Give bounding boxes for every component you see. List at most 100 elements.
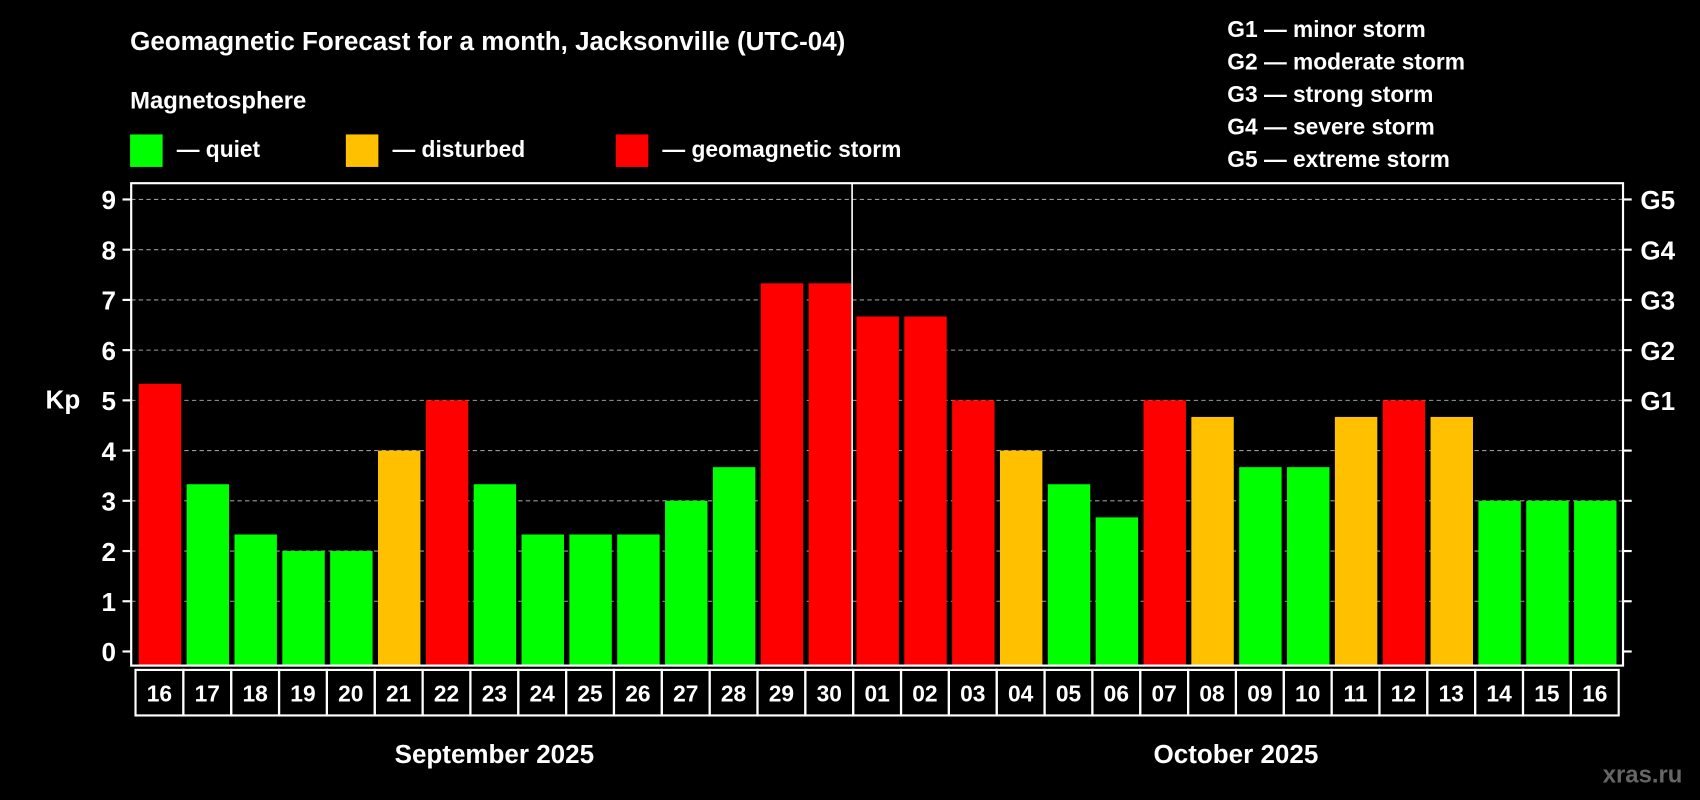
x-tick-label: 04 [1008,680,1034,706]
bar-quiet [1239,467,1282,666]
x-tick-label: 20 [338,680,363,706]
storm-scale-item: G2 — moderate storm [1227,48,1465,74]
y-tick-label: 8 [102,235,116,265]
bar-storm [952,400,995,666]
plot-frame [130,182,1625,667]
storm-scale-item: G5 — extreme storm [1227,146,1450,172]
bar-storm [1382,400,1426,666]
legend-label-disturbed: — disturbed [392,136,525,162]
g-level-label: G1 [1640,386,1675,416]
bar-disturbed [999,450,1043,666]
x-tick-label: 09 [1247,680,1272,706]
bar-disturbed [377,450,421,666]
y-tick-label: 4 [102,436,117,466]
legend-swatch-quiet [130,134,163,167]
legend-swatch-disturbed [345,134,379,167]
bar-quiet [330,551,373,666]
month-label: October 2025 [1154,739,1319,769]
bar-quiet [1287,467,1330,666]
bar-quiet [282,551,325,666]
y-tick-label: 2 [102,537,116,567]
x-tick-label: 25 [577,680,603,706]
bar-quiet [473,484,517,666]
bar-quiet [186,484,230,666]
month-label: September 2025 [395,739,594,769]
x-tick-label: 16 [1582,680,1607,706]
bar-quiet [569,534,612,666]
bar-quiet [617,534,660,666]
x-tick-label: 15 [1534,680,1560,706]
g-level-label: G4 [1640,235,1675,265]
x-tick-label: 03 [960,680,985,706]
y-tick-label: 1 [102,587,116,617]
bar-quiet [521,534,564,666]
x-tick-label: 11 [1344,680,1368,706]
bar-storm [856,316,899,666]
chart-title: Geomagnetic Forecast for a month, Jackso… [130,26,845,56]
y-tick-label: 5 [102,386,116,416]
y-tick-label: 9 [102,185,116,215]
storm-scale-legend: G1 — minor storm G2 — moderate storm G3 — … [1227,16,1465,172]
x-tick-label: 22 [434,680,459,706]
bar-quiet [1095,517,1139,666]
bar-storm [425,400,469,666]
x-tick-label: 23 [482,680,507,706]
x-tick-label: 14 [1486,680,1512,706]
y-tick-label: 6 [102,336,116,366]
g-level-label: G3 [1640,286,1675,316]
x-tick-label: 13 [1439,680,1464,706]
bar-disturbed [1334,416,1378,666]
bar-quiet [712,467,756,666]
bar-storm [1143,400,1186,666]
x-tick-label: 30 [817,680,842,706]
bar-quiet [1526,500,1569,666]
day-cell [1569,668,1620,717]
x-tick-label: 10 [1295,680,1320,706]
x-tick-label: 12 [1391,680,1416,706]
y-tick-label: 3 [102,487,116,517]
bar-storm [904,316,947,666]
x-tick-label: 16 [147,680,172,706]
legend-title: Magnetosphere [130,87,306,114]
x-tick-label: 06 [1104,680,1129,706]
x-tick-label: 07 [1152,680,1177,706]
x-tick-label: 18 [242,680,267,706]
x-tick-label: 28 [721,680,746,706]
bar-quiet [1478,500,1521,666]
storm-scale-item: G1 — minor storm [1227,16,1425,42]
x-tick-label: 17 [195,680,220,706]
legend-label-storm: — geomagnetic storm [662,136,901,162]
bar-quiet [234,534,277,666]
bar-storm [808,283,852,666]
bar-quiet [1047,484,1091,666]
x-tick-label: 24 [530,680,556,706]
x-tick-label: 19 [290,680,315,706]
legend-swatch-storm [615,134,649,167]
bar-quiet [1574,500,1617,666]
g-level-label: G5 [1640,185,1675,215]
legend: — quiet — disturbed — geomagnetic storm [130,134,901,167]
x-tick-label: 05 [1056,680,1082,706]
legend-label-quiet: — quiet [177,136,261,162]
x-tick-label: 21 [386,680,412,706]
x-tick-label: 01 [864,680,890,706]
y-axis-label: Kp [46,385,81,415]
x-tick-label: 29 [769,680,794,706]
bar-disturbed [1430,416,1473,666]
g-level-label: G2 [1640,336,1675,366]
x-tick-label: 26 [625,680,650,706]
bar-storm [760,283,804,666]
bar-storm [138,383,182,666]
watermark: xras.ru [1603,762,1683,789]
x-tick-label: 08 [1199,680,1224,706]
y-tick-label: 0 [102,637,116,667]
storm-scale-item: G3 — strong storm [1227,81,1433,107]
x-tick-label: 02 [912,680,937,706]
x-tick-label: 27 [673,680,698,706]
bar-quiet [665,500,708,666]
bar-disturbed [1191,416,1234,666]
y-tick-label: 7 [102,286,116,316]
storm-scale-item: G4 — severe storm [1227,113,1434,139]
